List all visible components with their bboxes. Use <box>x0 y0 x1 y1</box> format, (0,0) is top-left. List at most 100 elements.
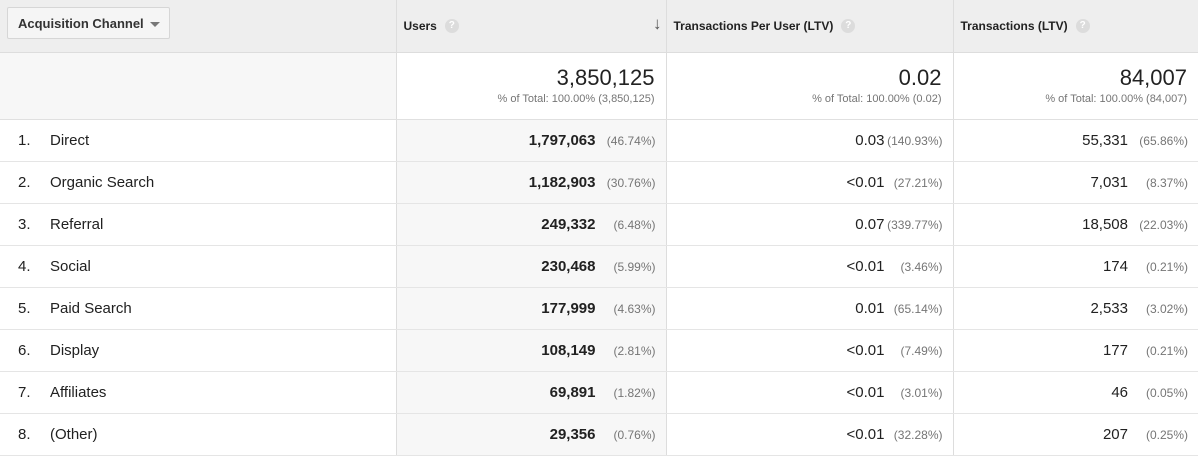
users-percent: (4.63%) <box>613 301 656 316</box>
users-cell: 249,332 (6.48%) <box>395 203 666 246</box>
users-cell: 29,356 (0.76%) <box>395 413 666 456</box>
transactions-percent: (22.03%) <box>1139 217 1188 232</box>
tpu-value: <0.01 <box>846 383 885 401</box>
totals-tpu-subtext: % of Total: 100.00% (0.02) <box>812 92 942 105</box>
users-value: 177,999 <box>541 299 596 317</box>
users-percent: (46.74%) <box>606 133 656 148</box>
users-value: 1,797,063 <box>528 131 596 149</box>
totals-transactions-cell: 84,007 % of Total: 100.00% (84,007) <box>952 52 1198 120</box>
dimension-dropdown[interactable]: Acquisition Channel <box>7 7 170 39</box>
row-rank: 3. <box>18 215 31 233</box>
channel-link[interactable]: Social <box>50 257 91 275</box>
users-cell: 1,182,903 (30.76%) <box>395 161 666 204</box>
table-row: 4. Social 230,468 (5.99%) <0.01 (3.46%) 174 (0.… <box>0 245 1198 288</box>
transactions-percent: (3.02%) <box>1145 301 1188 316</box>
transactions-cell: 207 (0.25%) <box>952 413 1198 456</box>
tpu-percent: (27.21%) <box>893 175 943 190</box>
transactions-percent: (0.25%) <box>1145 427 1188 442</box>
table-row: 7. Affiliates 69,891 (1.82%) <0.01 (3.01%) 46 (… <box>0 371 1198 414</box>
column-header-transactions[interactable]: Transactions (LTV)? <box>952 0 1198 53</box>
table-row: 1. Direct 1,797,063 (46.74%) 0.03 (140.93%) 55… <box>0 119 1198 162</box>
users-value: 29,356 <box>549 425 596 443</box>
users-percent: (1.82%) <box>613 385 656 400</box>
row-rank: 5. <box>18 299 31 317</box>
transactions-value: 7,031 <box>1090 173 1128 191</box>
users-cell: 108,149 (2.81%) <box>395 329 666 372</box>
totals-tpu-value: 0.02 <box>898 64 942 90</box>
channel-link[interactable]: Referral <box>50 215 104 233</box>
tpu-percent: (65.14%) <box>893 301 943 316</box>
help-icon[interactable]: ? <box>841 18 856 33</box>
dimension-label: Acquisition Channel <box>18 16 144 31</box>
transactions-cell: 177 (0.21%) <box>952 329 1198 372</box>
tpu-value: <0.01 <box>846 173 885 191</box>
row-rank: 8. <box>18 425 31 443</box>
column-header-users[interactable]: Users? ↓ <box>395 0 666 53</box>
sort-descending-icon[interactable]: ↓ <box>653 14 662 33</box>
transactions-value: 55,331 <box>1082 131 1128 149</box>
tpu-value: <0.01 <box>846 341 885 359</box>
users-cell: 177,999 (4.63%) <box>395 287 666 330</box>
table-row: 3. Referral 249,332 (6.48%) 0.07 (339.77%) 18,… <box>0 203 1198 246</box>
totals-transactions-subtext: % of Total: 100.00% (84,007) <box>1045 92 1187 105</box>
help-icon[interactable]: ? <box>1075 18 1090 33</box>
channel-link[interactable]: Display <box>50 341 100 359</box>
transactions-percent: (0.05%) <box>1145 385 1188 400</box>
transactions-cell: 2,533 (3.02%) <box>952 287 1198 330</box>
transactions-value: 46 <box>1111 383 1128 401</box>
channel-link[interactable]: Paid Search <box>50 299 132 317</box>
transactions-value: 18,508 <box>1082 215 1128 233</box>
transactions-value: 2,533 <box>1090 299 1128 317</box>
tpu-header-label: Transactions Per User (LTV) <box>673 18 834 33</box>
row-rank: 7. <box>18 383 31 401</box>
channel-link[interactable]: Direct <box>50 131 90 149</box>
channel-link[interactable]: (Other) <box>50 425 98 443</box>
transactions-percent: (0.21%) <box>1145 259 1188 274</box>
transactions-value: 174 <box>1102 257 1128 275</box>
channel-cell: 5. Paid Search <box>0 287 396 330</box>
transactions-percent: (8.37%) <box>1145 175 1188 190</box>
tpu-percent: (140.93%) <box>887 133 943 148</box>
channel-cell: 7. Affiliates <box>0 371 396 414</box>
transactions-cell: 18,508 (22.03%) <box>952 203 1198 246</box>
users-cell: 230,468 (5.99%) <box>395 245 666 288</box>
transactions-value: 207 <box>1102 425 1128 443</box>
table-row: 2. Organic Search 1,182,903 (30.76%) <0.01 (2… <box>0 161 1198 204</box>
tpu-percent: (3.01%) <box>900 385 943 400</box>
tpu-cell: <0.01 (3.01%) <box>665 371 953 414</box>
channel-cell: 6. Display <box>0 329 396 372</box>
totals-users-subtext: % of Total: 100.00% (3,850,125) <box>497 92 655 105</box>
row-rank: 6. <box>18 341 31 359</box>
totals-users-value: 3,850,125 <box>556 64 655 90</box>
users-cell: 1,797,063 (46.74%) <box>395 119 666 162</box>
totals-users-cell: 3,850,125 % of Total: 100.00% (3,850,125… <box>395 52 666 120</box>
tpu-cell: <0.01 (3.46%) <box>665 245 953 288</box>
channel-link[interactable]: Affiliates <box>50 383 107 401</box>
tpu-cell: <0.01 (27.21%) <box>665 161 953 204</box>
tpu-value: 0.07 <box>855 215 885 233</box>
tpu-value: <0.01 <box>846 257 885 275</box>
row-rank: 4. <box>18 257 31 275</box>
transactions-percent: (65.86%) <box>1139 133 1188 148</box>
users-cell: 69,891 (1.82%) <box>395 371 666 414</box>
users-value: 69,891 <box>549 383 596 401</box>
transactions-cell: 55,331 (65.86%) <box>952 119 1198 162</box>
users-value: 230,468 <box>541 257 596 275</box>
totals-label-cell <box>0 52 396 120</box>
tpu-value: 0.03 <box>855 131 885 149</box>
totals-transactions-value: 84,007 <box>1119 64 1187 90</box>
channel-cell: 8. (Other) <box>0 413 396 456</box>
tpu-percent: (32.28%) <box>893 427 943 442</box>
row-rank: 1. <box>18 131 31 149</box>
transactions-header-label: Transactions (LTV) <box>960 18 1068 33</box>
tpu-cell: 0.03 (140.93%) <box>665 119 953 162</box>
column-header-tpu[interactable]: Transactions Per User (LTV)? <box>665 0 953 53</box>
channel-cell: 4. Social <box>0 245 396 288</box>
totals-tpu-cell: 0.02 % of Total: 100.00% (0.02) <box>665 52 953 120</box>
tpu-cell: <0.01 (7.49%) <box>665 329 953 372</box>
channel-link[interactable]: Organic Search <box>50 173 155 191</box>
help-icon[interactable]: ? <box>444 18 459 33</box>
users-percent: (2.81%) <box>613 343 656 358</box>
users-percent: (5.99%) <box>613 259 656 274</box>
